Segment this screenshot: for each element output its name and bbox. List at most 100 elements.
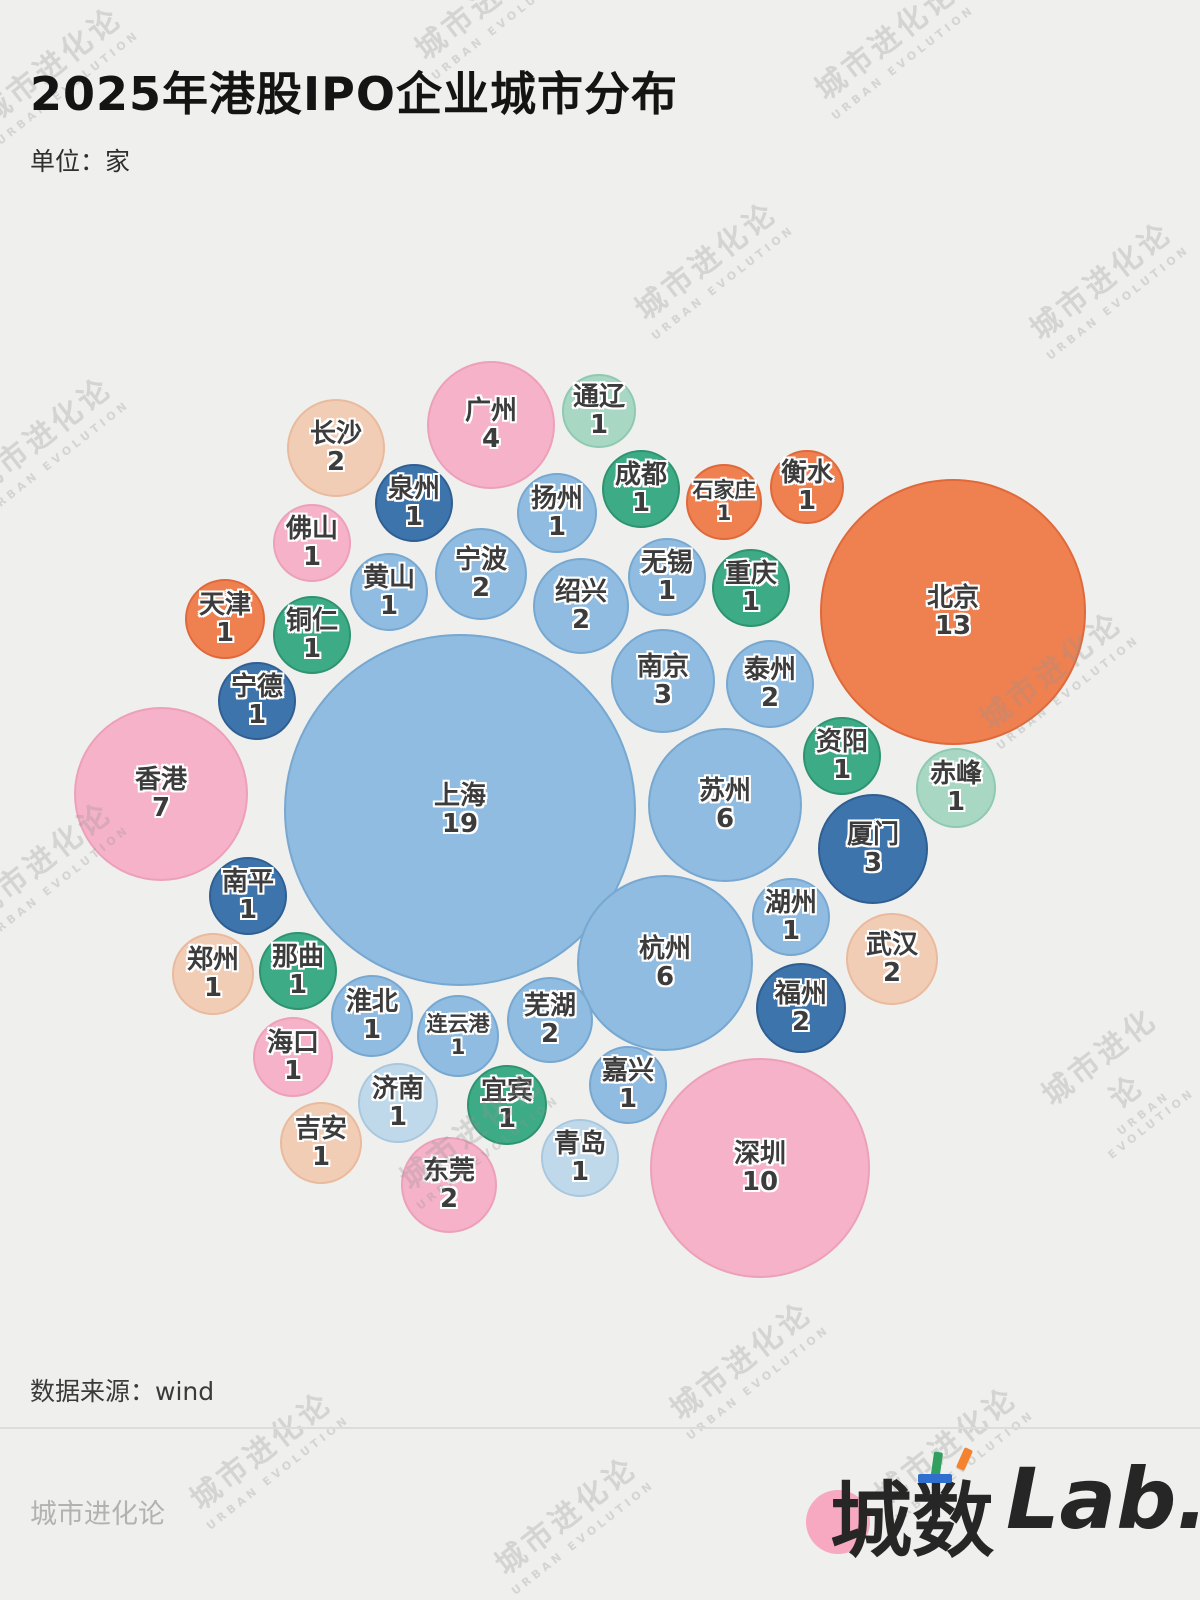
bubble-南平: 南平 1	[209, 857, 287, 935]
bubble-label: 武汉 2	[865, 929, 918, 988]
bubble-重庆: 重庆 1	[712, 549, 790, 627]
bubble-label: 无锡 1	[640, 547, 693, 606]
bubble-苏州: 苏州 6	[648, 728, 802, 882]
page-title: 2025年港股IPO企业城市分布	[30, 67, 678, 121]
logo-lab-text: Lab.	[1006, 1450, 1200, 1548]
bubble-label: 黄山 1	[362, 562, 415, 621]
bubble-label: 宁波 2	[454, 544, 507, 603]
bubble-label: 佛山 1	[285, 513, 338, 572]
bubble-武汉: 武汉 2	[846, 913, 938, 1005]
bubble-嘉兴: 嘉兴 1	[589, 1046, 667, 1124]
bubble-北京: 北京 13	[820, 479, 1086, 745]
bubble-无锡: 无锡 1	[628, 538, 706, 616]
bubble-杭州: 杭州 6	[577, 875, 753, 1051]
bubble-宁波: 宁波 2	[435, 528, 527, 620]
bubble-济南: 济南 1	[358, 1063, 438, 1143]
bubble-label: 海口 1	[266, 1027, 319, 1086]
bubble-label: 石家庄 1	[692, 478, 756, 525]
bubble-湖州: 湖州 1	[752, 878, 830, 956]
bubble-通辽: 通辽 1	[562, 374, 636, 448]
bubble-label: 南平 1	[221, 866, 274, 925]
bubble-广州: 广州 4	[427, 361, 555, 489]
footer-divider	[0, 1427, 1200, 1429]
bubble-label: 泰州 2	[743, 654, 796, 713]
bubble-label: 泉州 1	[387, 473, 440, 532]
bubble-label: 连云港 1	[426, 1012, 490, 1059]
bubble-深圳: 深圳 10	[650, 1058, 870, 1278]
bubble-泰州: 泰州 2	[726, 640, 814, 728]
bubble-label: 济南 1	[371, 1073, 424, 1132]
bubble-黄山: 黄山 1	[350, 553, 428, 631]
bubble-淮北: 淮北 1	[331, 975, 413, 1057]
bubble-南京: 南京 3	[611, 629, 715, 733]
bubble-资阳: 资阳 1	[803, 717, 881, 795]
bubble-上海: 上海 19	[284, 634, 636, 986]
bubble-label: 淮北 1	[345, 986, 398, 1045]
bubble-label: 铜仁 1	[285, 605, 338, 664]
bubble-赤峰: 赤峰 1	[916, 748, 996, 828]
bubble-成都: 成都 1	[602, 450, 680, 528]
logo-pink-dot-icon	[806, 1490, 870, 1554]
bubble-label: 衡水 1	[780, 457, 833, 516]
bubble-石家庄: 石家庄 1	[686, 464, 762, 540]
bubble-label: 吉安 1	[294, 1113, 347, 1172]
bubble-绍兴: 绍兴 2	[533, 558, 629, 654]
bubble-label: 香港 7	[134, 764, 187, 823]
bubble-长沙: 长沙 2	[287, 399, 385, 497]
bubble-label: 那曲 1	[271, 941, 324, 1000]
bubble-香港: 香港 7	[74, 707, 248, 881]
bubble-label: 深圳 10	[733, 1138, 786, 1197]
bubble-label: 扬州 1	[530, 483, 583, 542]
bubble-海口: 海口 1	[253, 1017, 333, 1097]
bubble-天津: 天津 1	[185, 579, 265, 659]
bubble-label: 通辽 1	[572, 381, 625, 440]
footer-brand: 城市进化论	[30, 1499, 165, 1530]
unit-label: 单位：家	[30, 147, 131, 176]
logo-cn-text: 城数	[830, 1474, 995, 1569]
bubble-东莞: 东莞 2	[401, 1137, 497, 1233]
bubble-佛山: 佛山 1	[273, 504, 351, 582]
bubble-宁德: 宁德 1	[218, 662, 296, 740]
bubble-郑州: 郑州 1	[172, 933, 254, 1015]
bubble-label: 绍兴 2	[554, 576, 607, 635]
bubble-label: 宜宾 1	[480, 1075, 533, 1134]
bubble-label: 赤峰 1	[929, 758, 982, 817]
bubble-label: 广州 4	[464, 395, 517, 454]
bubble-label: 苏州 6	[698, 775, 751, 834]
bubble-泉州: 泉州 1	[375, 464, 453, 542]
bubble-连云港: 连云港 1	[417, 995, 499, 1077]
bubble-福州: 福州 2	[756, 963, 846, 1053]
logo-blue-bar-icon	[918, 1474, 952, 1483]
bubble-label: 郑州 1	[186, 944, 239, 1003]
bubble-label: 嘉兴 1	[601, 1055, 654, 1114]
bubble-label: 东莞 2	[422, 1155, 475, 1214]
bubble-label: 杭州 6	[638, 933, 691, 992]
bubble-铜仁: 铜仁 1	[273, 596, 351, 674]
bubble-label: 宁德 1	[230, 671, 283, 730]
bubble-label: 重庆 1	[724, 558, 777, 617]
bubble-扬州: 扬州 1	[517, 473, 597, 553]
bubble-那曲: 那曲 1	[259, 932, 337, 1010]
bubble-label: 南京 3	[636, 651, 689, 710]
data-source-label: 数据来源：wind	[30, 1377, 215, 1406]
bubble-label: 湖州 1	[764, 887, 817, 946]
bubble-宜宾: 宜宾 1	[467, 1065, 547, 1145]
bubble-label: 福州 2	[774, 978, 827, 1037]
bubble-label: 北京 13	[926, 582, 979, 641]
bubble-label: 长沙 2	[309, 418, 362, 477]
bubble-衡水: 衡水 1	[770, 450, 844, 524]
brand-logo: 城数 Lab.	[800, 1447, 1200, 1573]
bubble-label: 芜湖 2	[523, 990, 576, 1049]
bubble-label: 资阳 1	[815, 726, 868, 785]
bubble-芜湖: 芜湖 2	[507, 977, 593, 1063]
bubble-厦门: 厦门 3	[818, 794, 928, 904]
bubble-青岛: 青岛 1	[541, 1119, 619, 1197]
bubble-label: 成都 1	[614, 459, 667, 518]
bubble-label: 青岛 1	[553, 1128, 606, 1187]
bubble-吉安: 吉安 1	[280, 1102, 362, 1184]
bubble-label: 厦门 3	[846, 819, 899, 878]
bubble-label: 天津 1	[198, 589, 251, 648]
bubble-label: 上海 19	[433, 780, 486, 839]
